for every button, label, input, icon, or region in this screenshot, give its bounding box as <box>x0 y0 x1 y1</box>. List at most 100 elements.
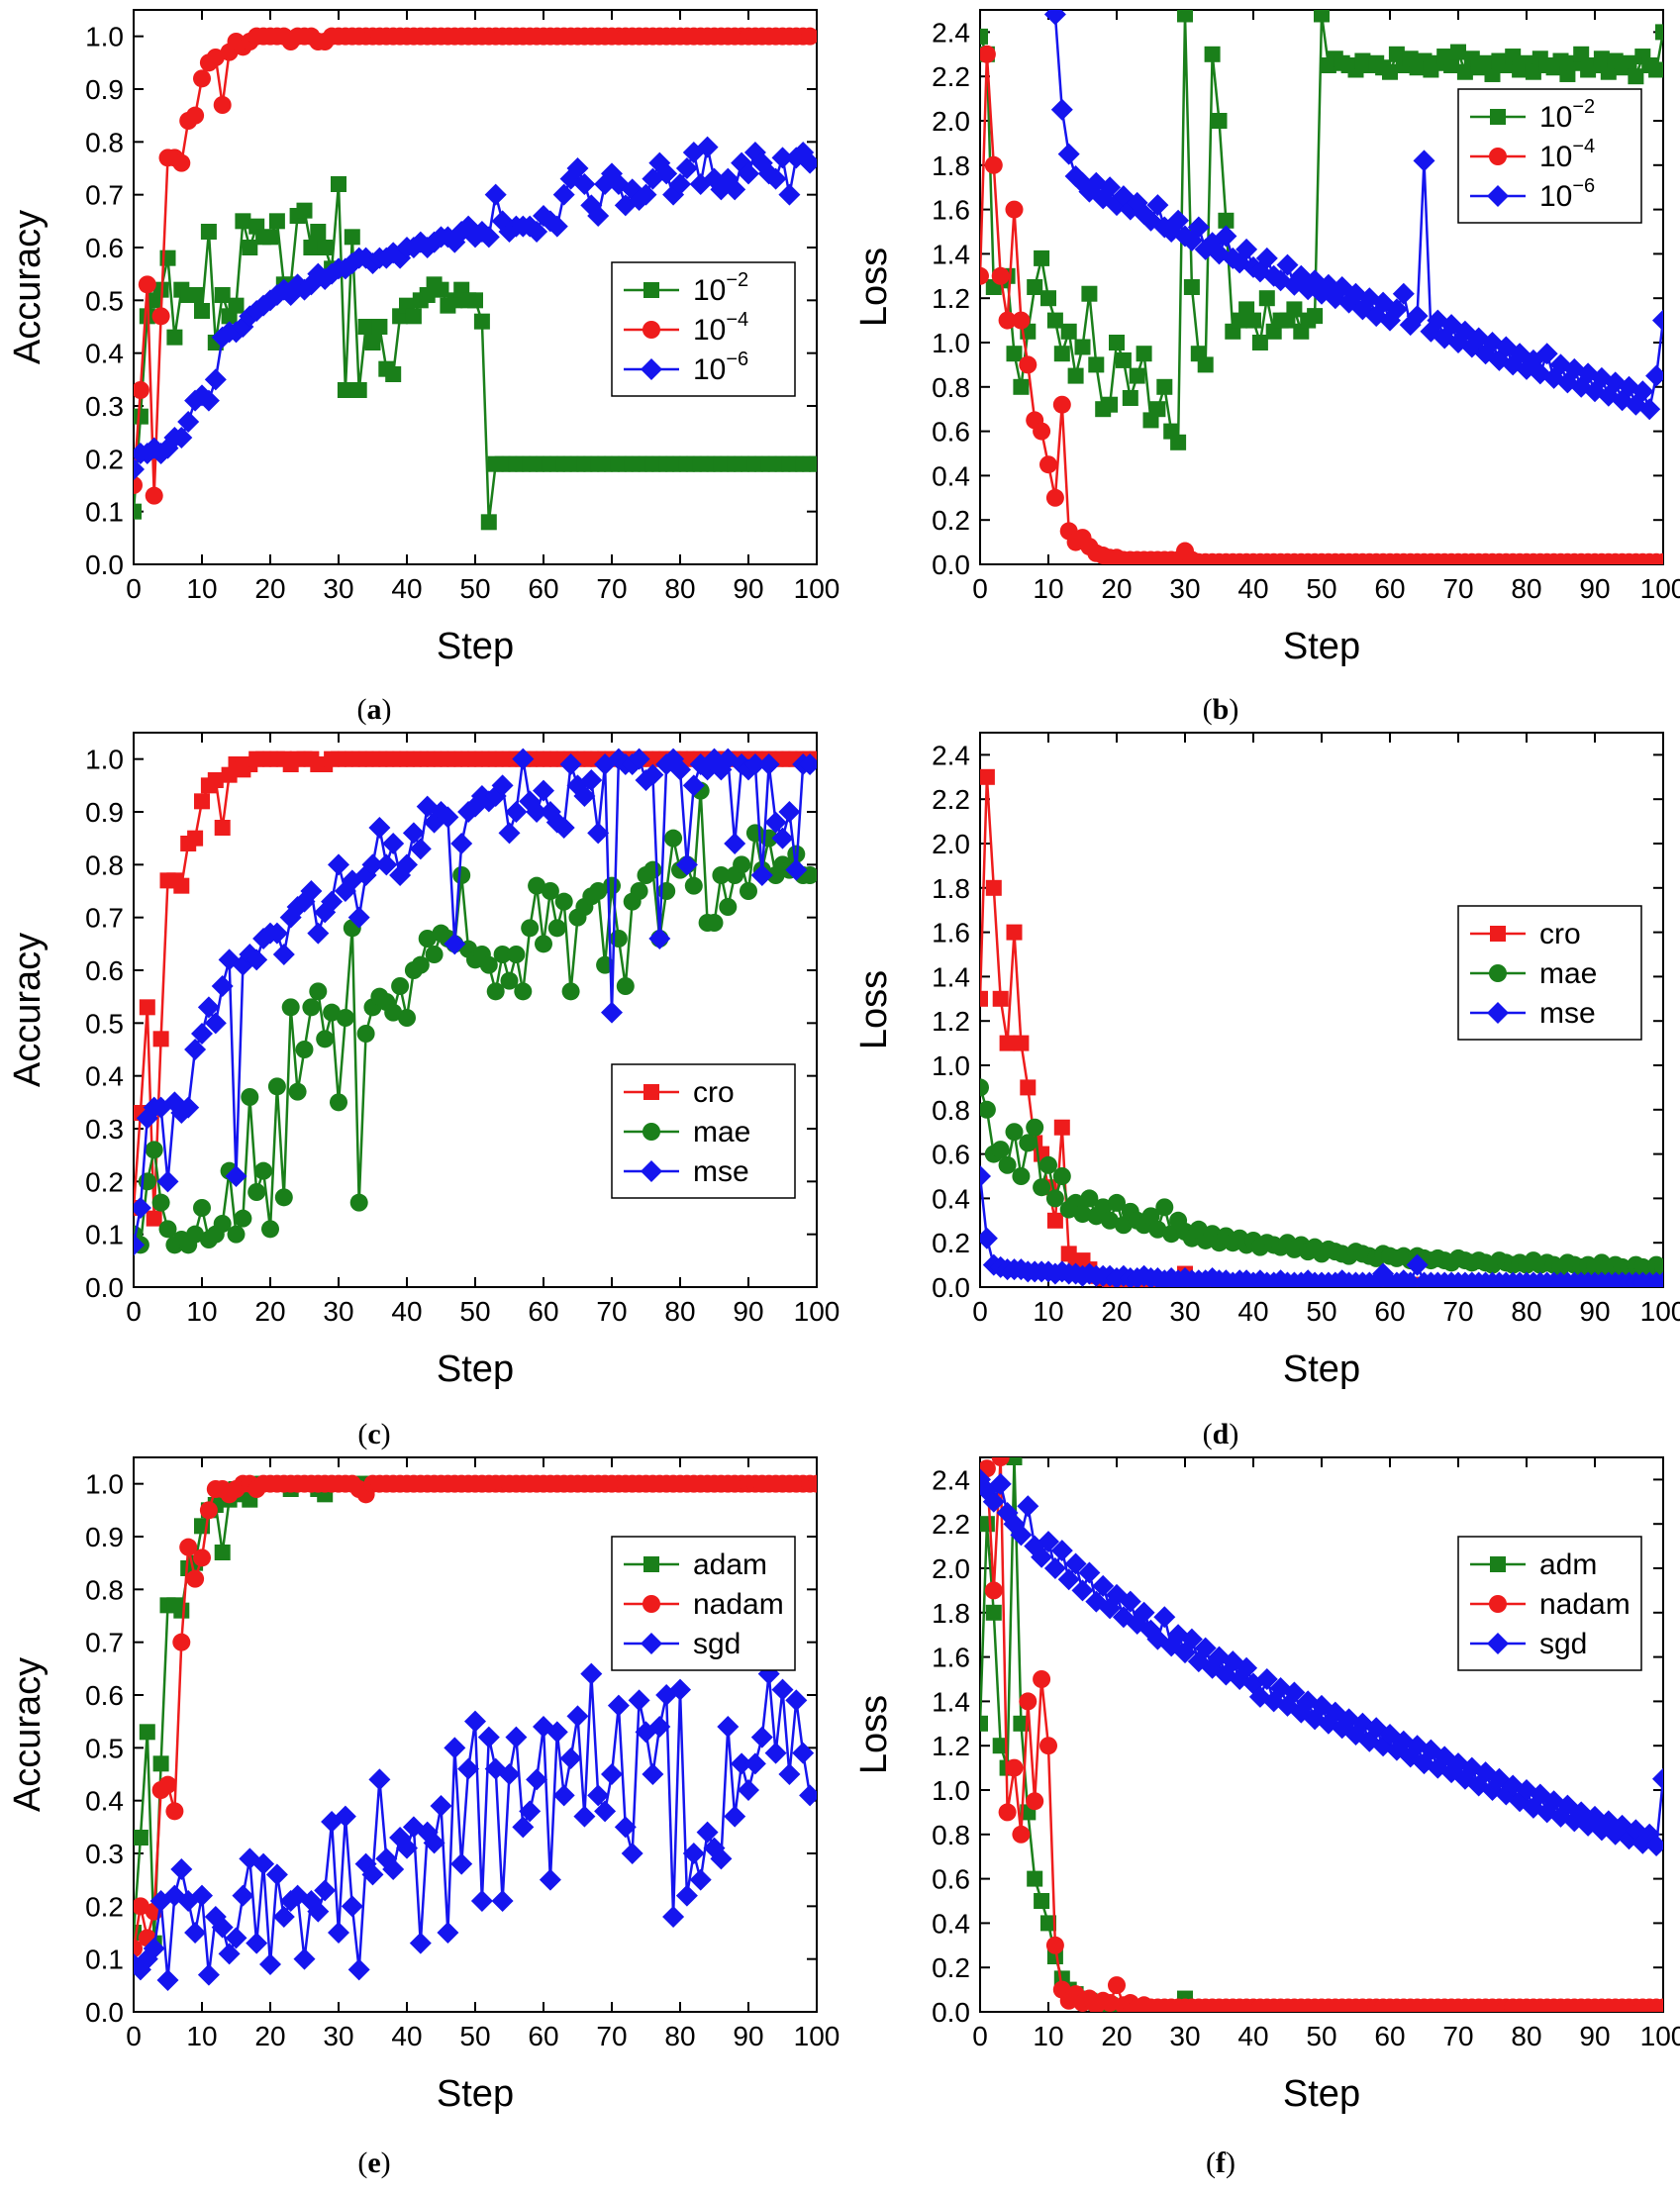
y-tick-label: 1.0 <box>85 745 124 775</box>
data-point <box>272 944 295 965</box>
data-point <box>477 1726 500 1748</box>
data-point <box>1013 1715 1030 1732</box>
data-point <box>146 1210 162 1227</box>
data-point <box>1094 1198 1113 1217</box>
y-tick-label: 0.0 <box>85 549 124 580</box>
data-point <box>1112 185 1135 208</box>
data-point <box>535 935 552 953</box>
data-point <box>689 1868 712 1891</box>
data-point <box>207 772 224 788</box>
data-point <box>1155 1198 1174 1217</box>
data-point <box>430 1795 452 1817</box>
data-point <box>134 381 149 399</box>
y-tick-label: 2.0 <box>932 106 970 137</box>
y-tick-label: 0.1 <box>85 1220 124 1250</box>
data-point <box>227 1225 246 1244</box>
data-point <box>998 1155 1017 1174</box>
data-point <box>743 1752 766 1775</box>
data-point <box>149 1096 172 1119</box>
data-point <box>526 221 548 243</box>
data-point <box>587 205 610 227</box>
data-point <box>1573 46 1590 62</box>
data-point <box>452 866 471 884</box>
data-point <box>1012 1167 1031 1185</box>
data-point <box>991 1457 1010 1466</box>
data-point <box>272 1906 295 1928</box>
data-point <box>1136 346 1152 362</box>
data-point <box>1033 1670 1051 1688</box>
data-point <box>382 1858 405 1880</box>
x-tick-label: 90 <box>1579 1296 1610 1327</box>
data-point <box>554 892 573 911</box>
data-point <box>1552 52 1569 69</box>
chart-e: 0 10 20 30 40 50 60 70 80 90 100 0.0 0.1 0.2 0.3 0.4 0.5… <box>7 1456 840 2115</box>
y-tick-label: 0.4 <box>85 1786 124 1817</box>
legend-label: cro <box>693 1076 735 1109</box>
data-point <box>1034 250 1050 266</box>
data-point <box>1631 1832 1654 1854</box>
data-point <box>213 96 232 114</box>
data-point <box>396 853 418 876</box>
x-tick-label: 10 <box>1033 2021 1063 2051</box>
panel-d: 0 10 20 30 40 50 60 70 80 90 100 0.0 0.2 0.4 0.6 0.8 1.0… <box>846 723 1680 1421</box>
y-tick-label: 2.2 <box>932 61 970 92</box>
x-axis-label: Step <box>437 1348 514 1390</box>
data-point <box>134 503 142 520</box>
chart-a: 0 10 20 30 40 50 60 70 80 90 100 0.0 0.1 0.2 0.3 0.4 0.5… <box>7 9 840 667</box>
data-point <box>1286 301 1303 318</box>
y-tick-label: 1.0 <box>85 1469 124 1500</box>
data-point <box>293 1947 316 1970</box>
y-tick-label: 2.2 <box>932 784 970 815</box>
data-point <box>242 240 258 255</box>
data-point <box>801 27 817 46</box>
data-point <box>1180 229 1203 251</box>
data-point <box>512 748 535 770</box>
data-point <box>512 1816 535 1839</box>
data-point <box>151 1193 170 1212</box>
data-point <box>717 1716 740 1738</box>
y-tick-label: 0.9 <box>85 74 124 105</box>
data-point <box>992 990 1009 1007</box>
x-tick-label: 80 <box>664 2021 695 2051</box>
data-point <box>186 1225 205 1244</box>
legend-marker <box>1489 1595 1507 1613</box>
data-point <box>484 183 507 206</box>
panel-e: 0 10 20 30 40 50 60 70 80 90 100 0.0 0.1 0.2 0.3 0.4 0.5… <box>0 1447 840 2146</box>
data-point <box>1456 63 1473 80</box>
y-tick-label: 0.3 <box>85 391 124 422</box>
data-point <box>552 1784 575 1807</box>
data-point <box>170 427 193 449</box>
data-point <box>778 1763 801 1785</box>
data-point <box>705 914 724 932</box>
data-point <box>1052 1167 1071 1185</box>
legend-marker <box>1490 926 1506 942</box>
data-point <box>418 930 437 948</box>
caption-e: (e) <box>357 2146 391 2179</box>
data-point <box>193 1548 211 1567</box>
legend-label: mae <box>1539 957 1597 990</box>
data-point <box>1019 1134 1038 1152</box>
data-point <box>980 990 988 1007</box>
data-point <box>204 1012 227 1035</box>
data-point <box>1050 98 1073 121</box>
data-point <box>1621 54 1637 71</box>
y-tick-label: 1.6 <box>932 918 970 948</box>
data-point <box>265 1863 288 1886</box>
data-point <box>477 226 500 249</box>
data-point <box>134 1940 143 1957</box>
y-tick-label: 0.3 <box>85 1839 124 1869</box>
caption-c: (c) <box>357 1418 391 1450</box>
x-tick-label: 80 <box>1511 2021 1541 2051</box>
data-point <box>193 69 211 88</box>
data-point <box>1392 282 1415 305</box>
data-point <box>682 774 705 797</box>
data-point <box>1119 1590 1141 1613</box>
y-tick-label: 0.9 <box>85 797 124 828</box>
data-point <box>1248 260 1271 283</box>
x-tick-label: 80 <box>664 1296 695 1327</box>
data-point <box>1115 351 1132 368</box>
data-point <box>409 1932 432 1954</box>
data-point <box>1020 1079 1037 1096</box>
data-point <box>457 1757 480 1780</box>
data-point <box>214 287 231 303</box>
